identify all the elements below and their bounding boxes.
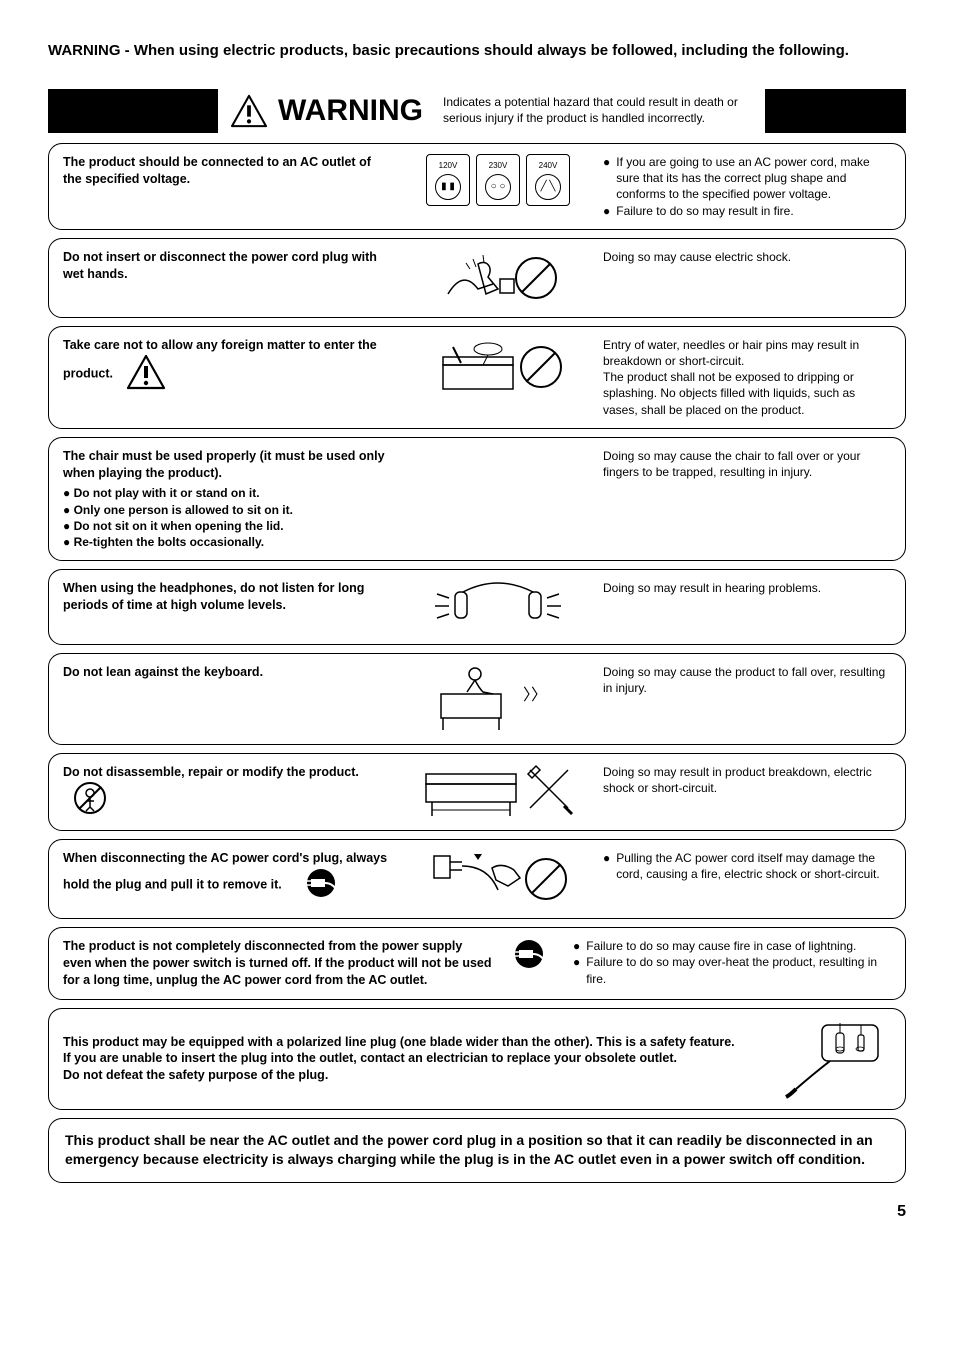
outlet-230v: 230V○ ○: [476, 154, 520, 206]
row9-right-list: Failure to do so may cause fire in case …: [573, 938, 891, 987]
row9-left: The product is not completely disconnect…: [63, 939, 492, 987]
banner-description: Indicates a potential hazard that could …: [435, 89, 765, 133]
row8-right-list: Pulling the AC power cord itself may dam…: [603, 850, 891, 882]
banner-warning-label: WARNING: [218, 89, 435, 133]
row4-b3: Re-tighten the bolts occasionally.: [63, 534, 393, 550]
warning-row-polarized-plug: This product may be equipped with a pola…: [48, 1008, 906, 1110]
row5-left: When using the headphones, do not listen…: [63, 581, 364, 612]
row2-right: Doing so may cause electric shock.: [603, 249, 891, 265]
plug-icon: [513, 938, 553, 970]
warning-row-wet-hands: Do not insert or disconnect the power co…: [48, 238, 906, 318]
outlet-120v: 120V▮ ▮: [426, 154, 470, 206]
foreign-matter-icon: [433, 337, 563, 397]
row9-right-1: Failure to do so may over-heat the produ…: [586, 954, 891, 986]
page-number: 5: [48, 1203, 906, 1221]
row8-right-0: Pulling the AC power cord itself may dam…: [616, 850, 891, 882]
warning-banner: WARNING Indicates a potential hazard tha…: [48, 89, 906, 133]
warning-row-unplug: The product is not completely disconnect…: [48, 927, 906, 1000]
warning-triangle-icon: [230, 94, 268, 128]
row6-right: Doing so may cause the product to fall o…: [603, 664, 891, 696]
row1-right-0: If you are going to use an AC power cord…: [616, 154, 891, 203]
warning-row-ac-outlet-position: This product shall be near the AC outlet…: [48, 1118, 906, 1183]
row4-b2: Do not sit on it when opening the lid.: [63, 518, 393, 534]
row6-left: Do not lean against the keyboard.: [63, 665, 263, 679]
voltage-outlets: 120V▮ ▮ 230V○ ○ 240V╱ ╲: [403, 154, 593, 206]
outlet-240v: 240V╱ ╲: [526, 154, 570, 206]
svg-text:〉〉: 〉〉: [523, 687, 547, 704]
warning-row-chair: The chair must be used properly (it must…: [48, 437, 906, 562]
lean-keyboard-icon: 〉〉: [423, 664, 573, 734]
warning-row-pull-plug: When disconnecting the AC power cord's p…: [48, 839, 906, 919]
warning-row-lean: Do not lean against the keyboard. 〉〉 Doi…: [48, 653, 906, 745]
row7-left: Do not disassemble, repair or modify the…: [63, 765, 359, 779]
banner-black-right: [765, 89, 906, 133]
row4-b0: Do not play with it or stand on it.: [63, 485, 393, 501]
row3-right: Entry of water, needles or hair pins may…: [603, 337, 891, 418]
row5-right: Doing so may result in hearing problems.: [603, 580, 891, 596]
page-heading: WARNING - When using electric products, …: [48, 40, 906, 61]
row4-left: The chair must be used properly (it must…: [63, 449, 385, 480]
warning-row-headphones: When using the headphones, do not listen…: [48, 569, 906, 645]
no-disassemble-icon: [73, 781, 107, 815]
row1-right-1: Failure to do so may result in fire.: [616, 203, 793, 219]
warning-word: WARNING: [278, 94, 423, 128]
row1-left: The product should be connected to an AC…: [63, 155, 371, 186]
row4-right: Doing so may cause the chair to fall ove…: [603, 448, 891, 480]
voltage-230: 230V: [489, 161, 508, 170]
warning-row-voltage: The product should be connected to an AC…: [48, 143, 906, 230]
warning-row-foreign-matter: Take care not to allow any foreign matte…: [48, 326, 906, 429]
piano-tools-icon: [418, 764, 578, 820]
voltage-120: 120V: [439, 161, 458, 170]
row10-l2: If you are unable to insert the plug int…: [63, 1050, 751, 1067]
headphones-icon: [423, 580, 573, 634]
warning-row-disassemble: Do not disassemble, repair or modify the…: [48, 753, 906, 831]
banner-black-left: [48, 89, 218, 133]
row3-left: Take care not to allow any foreign matte…: [63, 338, 377, 381]
row9-right-0: Failure to do so may cause fire in case …: [586, 938, 856, 954]
plug-icon: [305, 867, 345, 899]
pull-cord-icon: [428, 850, 568, 908]
warning-triangle-icon: [126, 354, 166, 390]
row10-l1: This product may be equipped with a pola…: [63, 1034, 751, 1051]
row1-right-list: If you are going to use an AC power cord…: [603, 154, 891, 219]
polarized-plug-icon: [766, 1019, 886, 1099]
row10-l3: Do not defeat the safety purpose of the …: [63, 1067, 751, 1084]
row7-right: Doing so may result in product breakdown…: [603, 764, 891, 796]
row4-bullets: Do not play with it or stand on it. Only…: [63, 485, 393, 550]
voltage-240: 240V: [539, 161, 558, 170]
row4-b1: Only one person is allowed to sit on it.: [63, 502, 393, 518]
wet-hands-icon: [438, 249, 558, 307]
row2-left: Do not insert or disconnect the power co…: [63, 250, 377, 281]
